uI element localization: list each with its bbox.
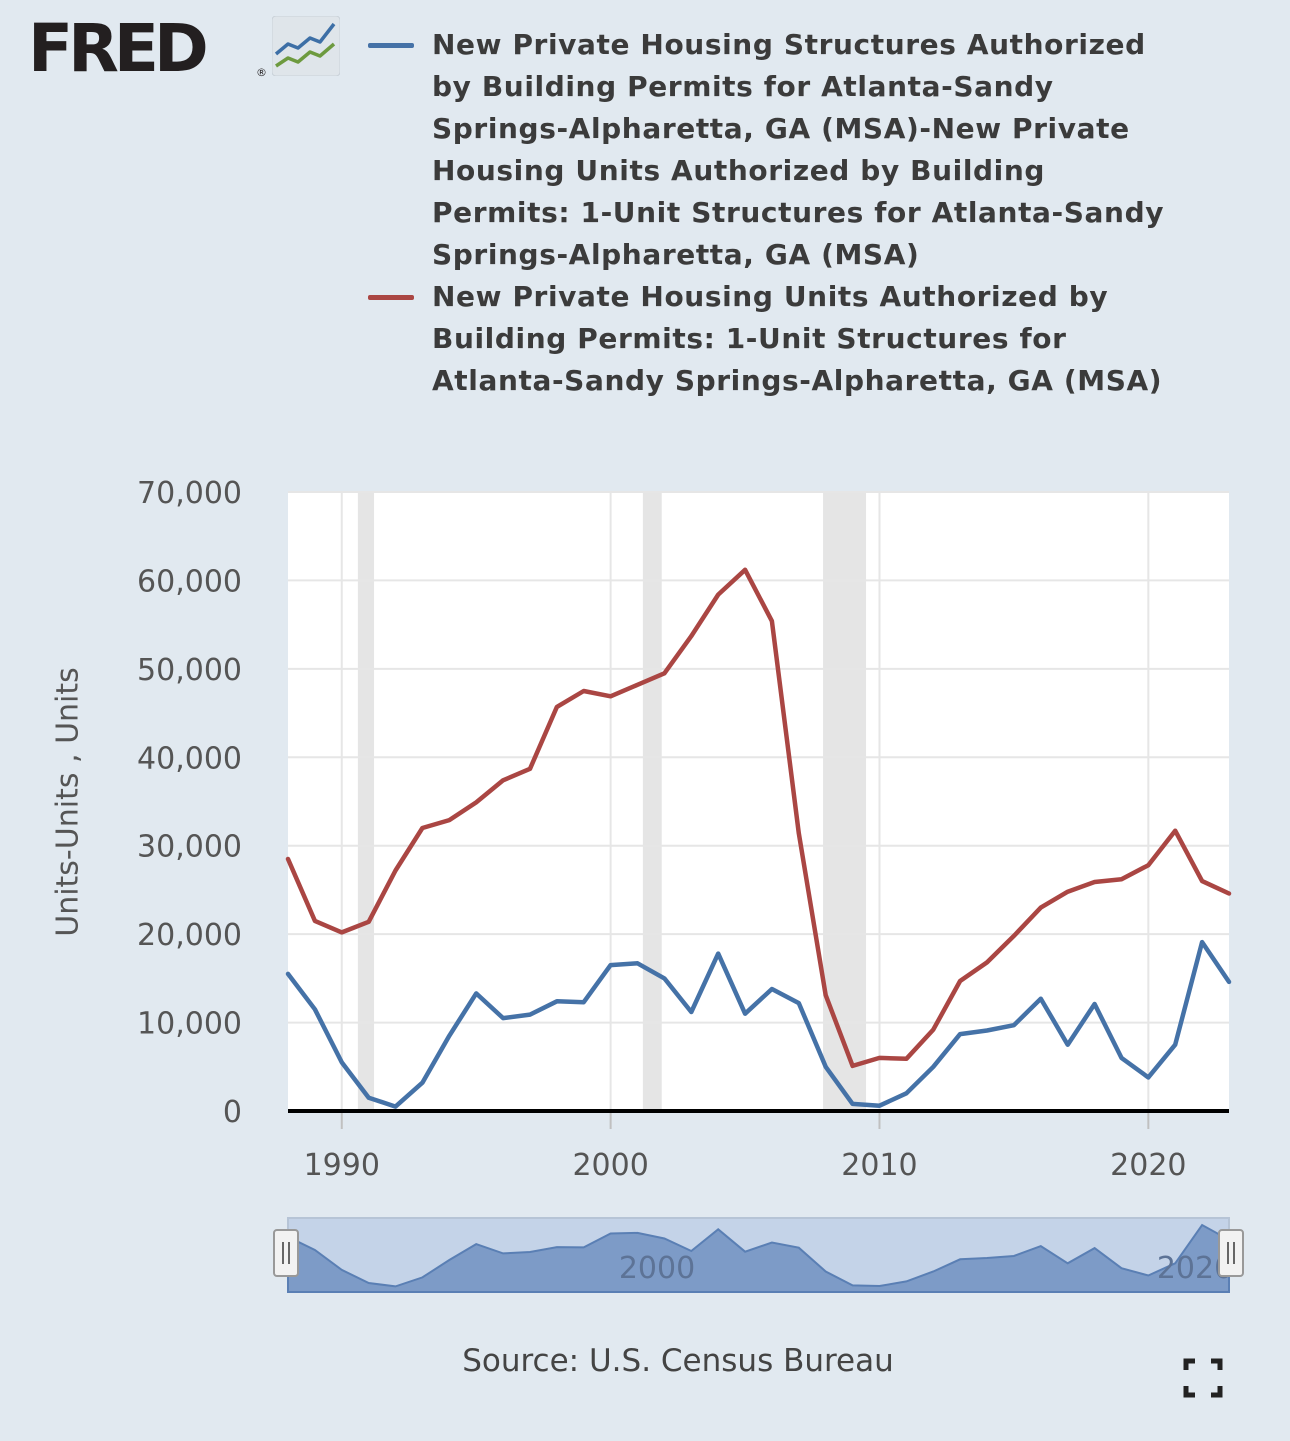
navigator-year-label: 2000 — [619, 1251, 695, 1286]
source-note: Source: U.S. Census Bureau — [462, 1343, 894, 1379]
recession-band-0 — [357, 492, 375, 1111]
series-line-0 — [285, 939, 1232, 1109]
legend-label-units: New Private Housing Units Authorized by … — [432, 280, 1163, 397]
recession-band-2 — [823, 492, 867, 1111]
legend-label-structures: New Private Housing Structures Authorize… — [432, 28, 1165, 271]
legend-swatch-red — [368, 295, 414, 300]
navigator-handle-right[interactable] — [1218, 1229, 1244, 1277]
registered-mark: ® — [256, 66, 267, 79]
y-tick-label: 30,000 — [137, 830, 242, 865]
navigator-handle-left[interactable] — [273, 1229, 299, 1277]
y-tick-label: 0 — [223, 1095, 242, 1130]
x-tick-label: 2010 — [841, 1148, 917, 1183]
fred-logo-text: FRED — [28, 10, 209, 87]
y-tick-label: 70,000 — [137, 476, 242, 511]
chart-legend: New Private Housing Structures Authorize… — [368, 24, 1168, 402]
navigator-series-area — [287, 1223, 1230, 1293]
y-tick-label: 10,000 — [137, 1007, 242, 1042]
line-chart: 0 10,000 20,000 30,000 40,000 50,000 60,000 70,… — [137, 476, 1244, 1293]
legend-item-units[interactable]: New Private Housing Units Authorized by … — [368, 276, 1168, 402]
legend-item-structures[interactable]: New Private Housing Structures Authorize… — [368, 24, 1168, 276]
x-tick-label: 2000 — [572, 1148, 648, 1183]
y-tick-label: 50,000 — [137, 653, 242, 688]
legend-swatch-blue — [368, 43, 414, 48]
y-tick-label: 60,000 — [137, 564, 242, 599]
x-tick-label: 2020 — [1110, 1148, 1186, 1183]
recession-band-1 — [642, 492, 662, 1111]
fred-chart-icon — [272, 16, 340, 76]
y-tick-label: 20,000 — [137, 918, 242, 953]
x-tick-label: 1990 — [304, 1148, 380, 1183]
series-line-1 — [285, 567, 1232, 1069]
fred-logo[interactable]: FRED ® — [28, 14, 348, 84]
fullscreen-icon[interactable] — [1183, 1358, 1223, 1398]
y-tick-label: 40,000 — [137, 741, 242, 776]
